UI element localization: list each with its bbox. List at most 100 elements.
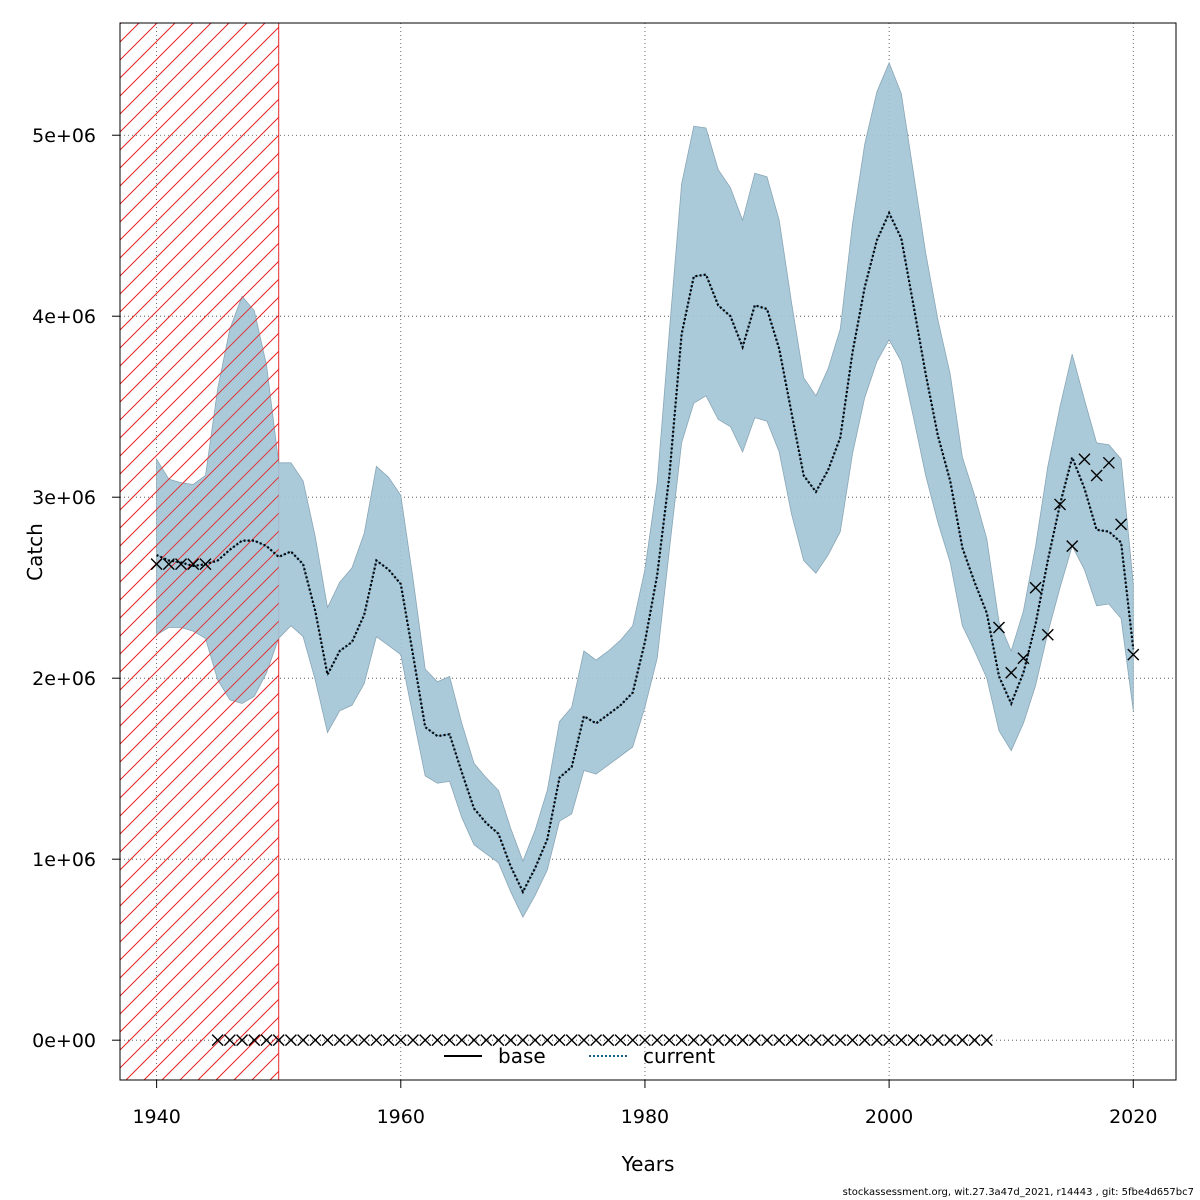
- observation-point: [541, 1034, 554, 1047]
- x-axis: 1940 1960 1980 2000 2020: [132, 1080, 1157, 1128]
- observation-point: [883, 1034, 896, 1047]
- legend-label-current: current: [643, 1044, 715, 1068]
- observation-point: [1005, 666, 1018, 679]
- observation-point: [785, 1034, 798, 1047]
- observation-point: [345, 1034, 358, 1047]
- observation-point: [553, 1034, 566, 1047]
- observation-point: [468, 1034, 481, 1047]
- observation-point: [956, 1034, 969, 1047]
- observation-point: [858, 1034, 871, 1047]
- series-line-current-accent: [156, 211, 1134, 894]
- observation-point: [211, 1034, 224, 1047]
- observation-point: [175, 558, 188, 571]
- observation-point: [431, 1034, 444, 1047]
- confidence-band: [120, 23, 1134, 1080]
- observation-point: [406, 1034, 419, 1047]
- observation-point: [944, 1034, 957, 1047]
- x-tick-label: 1940: [132, 1106, 180, 1128]
- observation-point: [162, 558, 175, 571]
- observation-point: [748, 1034, 761, 1047]
- y-tick-label: 1e+06: [32, 849, 96, 871]
- plot-frame: [119, 22, 1177, 1081]
- observation-point: [638, 1034, 651, 1047]
- observation-point: [1066, 540, 1079, 553]
- observation-point: [919, 1034, 932, 1047]
- observation-point: [455, 1034, 468, 1047]
- y-axis-title: Catch: [23, 523, 47, 581]
- observation-point: [687, 1034, 700, 1047]
- footer-credit: stockassessment.org, wit.27.3a47d_2021, …: [842, 1187, 1194, 1198]
- observation-point: [187, 558, 200, 571]
- current-series: [156, 210, 1135, 895]
- observation-point: [516, 1034, 529, 1047]
- observation-point: [895, 1034, 908, 1047]
- observation-point: [1054, 498, 1067, 511]
- legend-label-base: base: [498, 1044, 546, 1068]
- observation-point: [809, 1034, 822, 1047]
- y-tick-label: 4e+06: [32, 306, 96, 328]
- y-axis: 0e+00 1e+06 2e+06 3e+06 4e+06 5e+06: [32, 125, 120, 1052]
- observation-point: [565, 1034, 578, 1047]
- observation-point: [1041, 628, 1054, 641]
- observation-point: [797, 1034, 810, 1047]
- observation-point: [699, 1034, 712, 1047]
- observation-point: [1115, 518, 1128, 531]
- observation-point: [736, 1034, 749, 1047]
- observation-point: [846, 1034, 859, 1047]
- observation-point: [822, 1034, 835, 1047]
- observation-point: [309, 1034, 322, 1047]
- observation-point: [480, 1034, 493, 1047]
- observation-point: [248, 1034, 261, 1047]
- observation-markers: [150, 453, 1140, 1047]
- x-tick-label: 1960: [377, 1106, 425, 1128]
- observation-point: [712, 1034, 725, 1047]
- observation-point: [236, 1034, 249, 1047]
- y-tick-label: 3e+06: [32, 487, 96, 509]
- observation-point: [284, 1034, 297, 1047]
- observation-point: [529, 1034, 542, 1047]
- observation-point: [492, 1034, 505, 1047]
- observation-point: [980, 1034, 993, 1047]
- observation-point: [321, 1034, 334, 1047]
- shaded-period-overlay: [120, 23, 279, 1080]
- x-axis-title: Years: [621, 1152, 675, 1176]
- confidence-band-area: [156, 61, 1134, 918]
- observation-point: [297, 1034, 310, 1047]
- observation-point: [675, 1034, 688, 1047]
- observation-point: [382, 1034, 395, 1047]
- observation-point: [504, 1034, 517, 1047]
- observation-point: [272, 1034, 285, 1047]
- grid-lines: [120, 23, 1176, 1080]
- observation-point: [590, 1034, 603, 1047]
- x-tick-label: 2020: [1109, 1106, 1157, 1128]
- y-tick-label: 2e+06: [32, 668, 96, 690]
- observation-point: [370, 1034, 383, 1047]
- observation-point: [773, 1034, 786, 1047]
- observation-point: [1078, 453, 1091, 466]
- observation-point: [870, 1034, 883, 1047]
- observation-point: [992, 621, 1005, 634]
- observation-point: [968, 1034, 981, 1047]
- observation-point: [931, 1034, 944, 1047]
- observation-point: [358, 1034, 371, 1047]
- observation-point: [724, 1034, 737, 1047]
- observation-point: [150, 558, 163, 571]
- observation-point: [419, 1034, 432, 1047]
- x-tick-label: 2000: [865, 1106, 913, 1128]
- observation-point: [761, 1034, 774, 1047]
- observation-point: [1102, 456, 1115, 469]
- observation-point: [577, 1034, 590, 1047]
- observation-point: [663, 1034, 676, 1047]
- observation-point: [394, 1034, 407, 1047]
- observation-point: [626, 1034, 639, 1047]
- y-tick-label: 5e+06: [32, 125, 96, 147]
- observation-point: [333, 1034, 346, 1047]
- observation-point: [907, 1034, 920, 1047]
- y-tick-label: 0e+00: [32, 1030, 96, 1052]
- observation-point: [1029, 581, 1042, 594]
- observation-point: [602, 1034, 615, 1047]
- x-tick-label: 1980: [621, 1106, 669, 1128]
- observation-point: [614, 1034, 627, 1047]
- observation-point: [443, 1034, 456, 1047]
